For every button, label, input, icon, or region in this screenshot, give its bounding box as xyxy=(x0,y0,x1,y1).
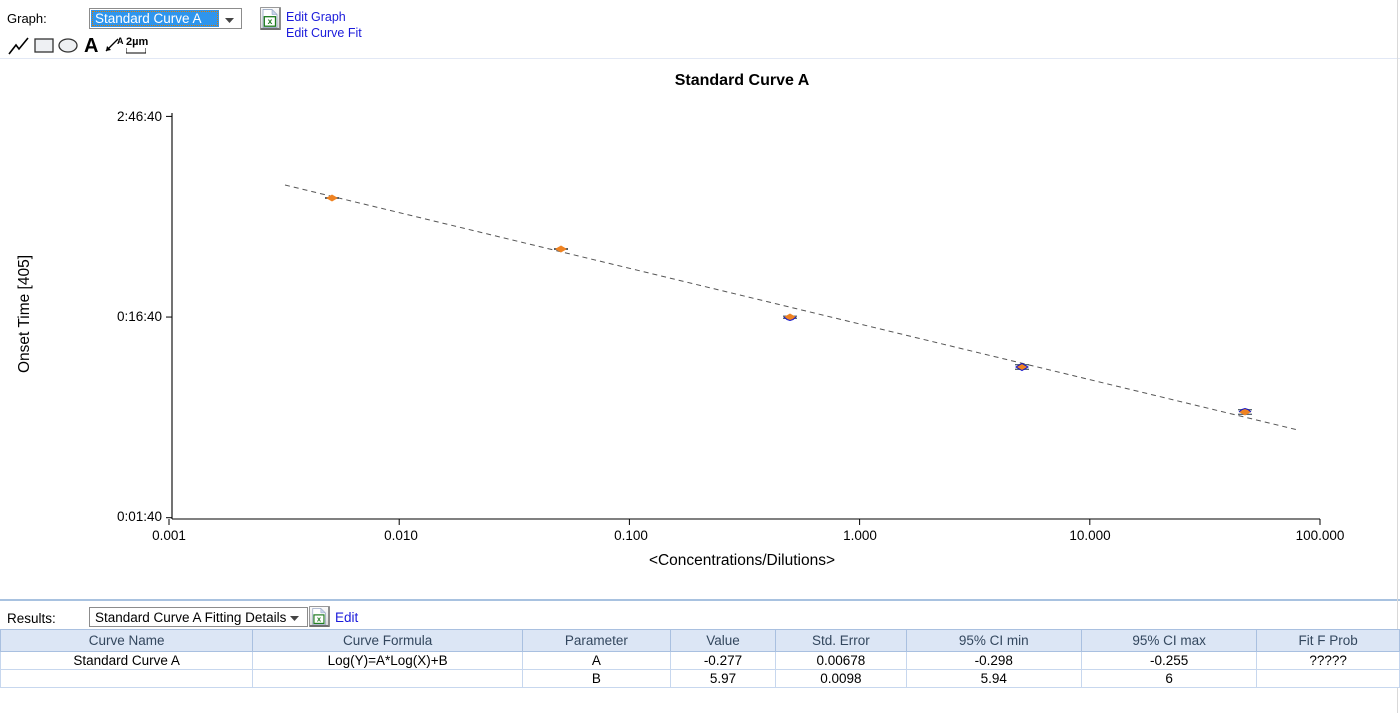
svg-text:x: x xyxy=(268,16,273,26)
svg-text:A: A xyxy=(117,36,124,46)
